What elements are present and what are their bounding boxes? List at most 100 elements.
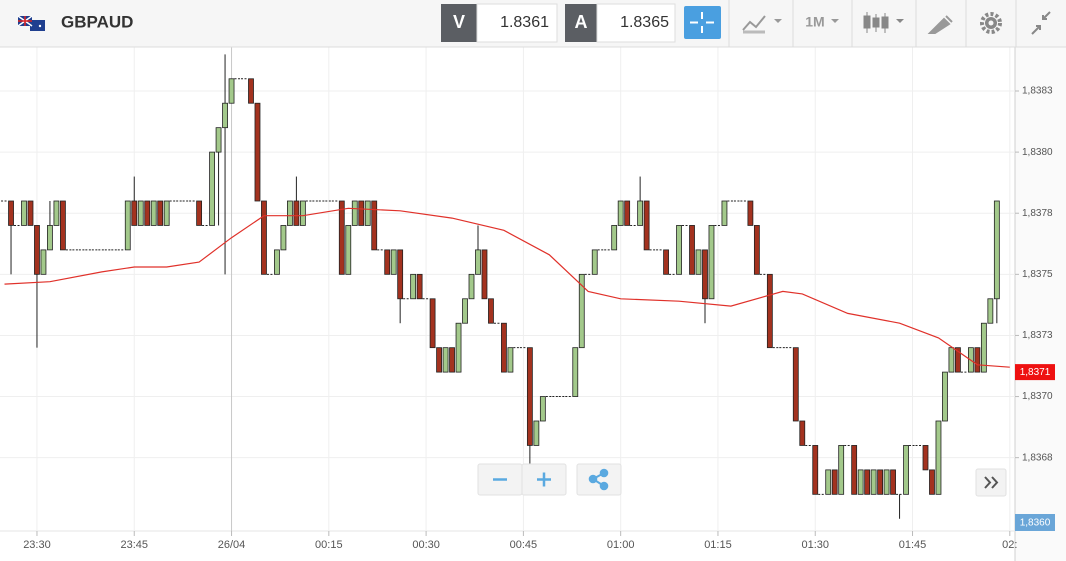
candle-body	[501, 322, 507, 373]
candle-body	[53, 200, 60, 226]
candle-body	[274, 249, 280, 275]
x-tick-label: 23:45	[120, 539, 148, 551]
plus-icon	[537, 472, 551, 487]
candle-body	[209, 151, 215, 226]
candle-body	[345, 225, 352, 275]
buy-price-box[interactable]	[596, 3, 676, 43]
candle-body	[364, 200, 371, 226]
candle-body	[261, 200, 267, 275]
crosshair-button[interactable]	[684, 6, 721, 39]
x-tick-label: 02:	[1002, 539, 1017, 551]
scroll-end-icon	[984, 476, 999, 489]
candle-body	[40, 249, 47, 275]
sell-price-box[interactable]	[476, 3, 558, 43]
candle-body	[864, 469, 871, 495]
moving-average-line	[4, 207, 1010, 368]
candle-body	[695, 249, 702, 275]
candle-body	[929, 469, 935, 495]
candle-body	[624, 200, 631, 226]
candle-body	[390, 249, 397, 275]
draw-tool-icon[interactable]	[927, 15, 953, 34]
candle-body	[358, 200, 365, 226]
candle-body	[338, 200, 345, 275]
sell-button[interactable]	[441, 4, 477, 42]
candle-body	[21, 200, 27, 226]
x-tick-label: 00:45	[510, 539, 538, 551]
share-button[interactable]	[576, 463, 622, 496]
candle-body	[825, 469, 832, 495]
candle-body	[410, 273, 417, 300]
candle-body	[903, 445, 909, 495]
candle-body	[384, 249, 391, 275]
candle-body	[507, 347, 514, 373]
candle-body	[591, 249, 598, 275]
candle-body	[702, 249, 708, 300]
candle-body	[163, 200, 170, 226]
candle-body	[157, 200, 164, 226]
candle-body	[60, 200, 66, 251]
candle-body	[799, 420, 806, 446]
candle-body	[34, 225, 40, 275]
candle-type-button[interactable]	[863, 12, 904, 33]
collapse-icon[interactable]	[1031, 11, 1051, 35]
toolbar-separators	[728, 0, 1017, 47]
candle-body	[987, 298, 994, 324]
crosshair-icon	[690, 12, 714, 33]
candle-body	[455, 322, 462, 373]
candle-body	[137, 200, 144, 226]
candle-body	[449, 347, 455, 373]
candle-body	[877, 469, 883, 495]
candle-body	[468, 273, 475, 300]
buy-price: 1.8365	[620, 14, 669, 31]
x-tick-label: 00:30	[412, 539, 440, 551]
candle-body	[708, 225, 715, 300]
candle-body	[351, 200, 358, 226]
y-tick-label: 1,8383	[1022, 86, 1053, 97]
candle-body	[611, 225, 618, 251]
candle-body	[851, 445, 858, 495]
candle-body	[643, 200, 650, 251]
chart-type-button[interactable]	[742, 15, 782, 34]
candle-body	[870, 469, 877, 495]
candle-body	[442, 347, 449, 373]
candle-body	[222, 102, 228, 129]
candle-body	[753, 225, 760, 275]
candle-body	[248, 78, 254, 104]
candle-body	[144, 200, 151, 226]
candle-body	[572, 347, 579, 397]
candle-body	[922, 445, 929, 471]
x-tick-label: 01:30	[801, 539, 829, 551]
cursor-label-box	[1015, 514, 1055, 531]
y-tick-label: 1,8373	[1022, 330, 1053, 341]
settings-icon[interactable]	[980, 12, 1002, 34]
candle-body	[150, 200, 157, 226]
buy-button[interactable]	[565, 4, 597, 42]
candle-body	[8, 200, 14, 226]
flag-icon	[17, 15, 45, 31]
candle-body	[942, 371, 948, 422]
cursor-label: 1,8360	[1020, 518, 1051, 529]
sell-label: V	[453, 12, 465, 32]
sell-price: 1.8361	[500, 14, 549, 31]
candle-body	[196, 200, 203, 226]
candle-body	[254, 102, 261, 202]
candle-body	[299, 200, 306, 226]
candle-body	[27, 200, 34, 226]
candle-body	[488, 298, 494, 324]
candle-body	[890, 469, 896, 495]
y-tick-label: 1,8378	[1022, 208, 1053, 219]
candle-body	[124, 200, 131, 251]
x-tick-label: 01:15	[704, 539, 732, 551]
y-tick-label: 1,8380	[1022, 147, 1053, 158]
x-tick-label: 26/04	[218, 539, 246, 551]
candle-body	[481, 249, 488, 300]
candle-body	[371, 200, 378, 251]
x-tick-label: 23:30	[23, 539, 51, 551]
candle-body	[676, 225, 682, 275]
candle-body	[436, 347, 442, 373]
candle-body	[883, 469, 890, 495]
timeframe[interactable]: 1M	[805, 14, 824, 30]
candle-body	[617, 200, 624, 226]
candle-body	[766, 273, 773, 349]
